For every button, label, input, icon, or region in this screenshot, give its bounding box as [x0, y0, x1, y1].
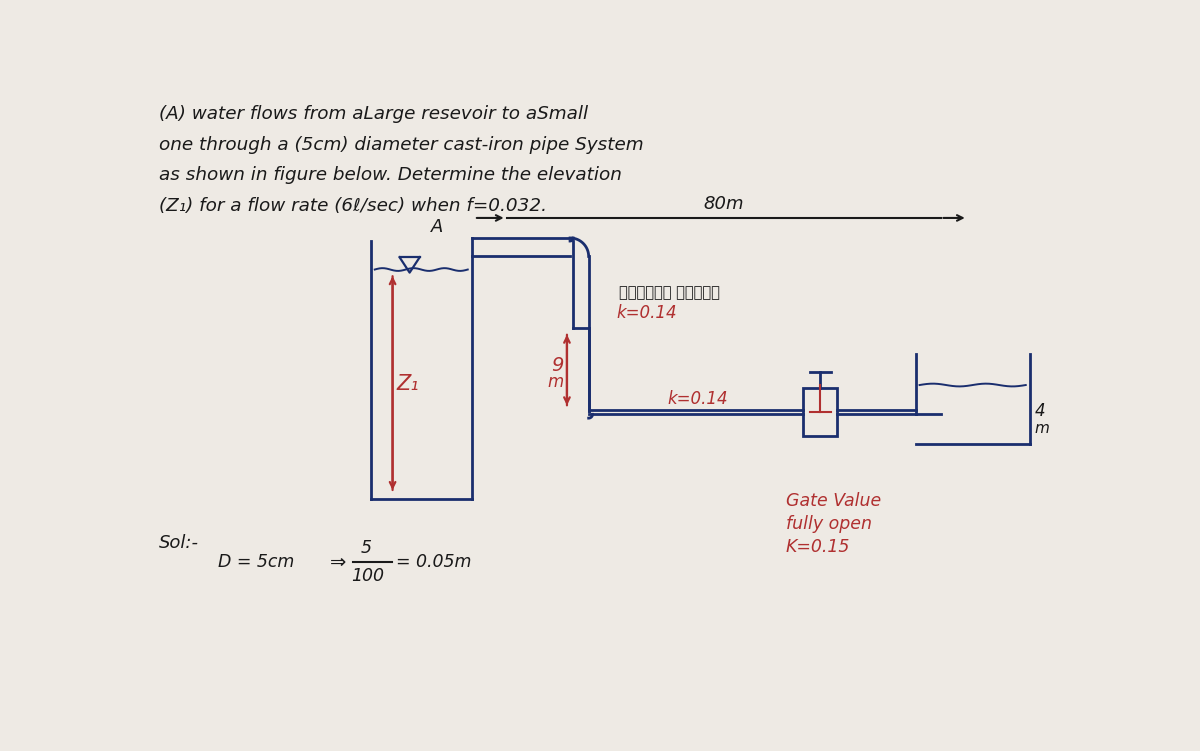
Bar	[803, 388, 838, 436]
Text: A: A	[431, 219, 443, 237]
Text: 5: 5	[361, 539, 372, 557]
Text: Gate Value: Gate Value	[786, 492, 881, 509]
Text: ⇒: ⇒	[330, 553, 346, 572]
Text: m: m	[547, 373, 564, 391]
Text: D = 5cm: D = 5cm	[218, 553, 294, 571]
Text: = 0.05m: = 0.05m	[396, 553, 472, 571]
Text: m: m	[1034, 421, 1049, 436]
Text: k=0.14: k=0.14	[617, 303, 677, 321]
Text: (A) water flows from aLarge resevoir to aSmall: (A) water flows from aLarge resevoir to …	[160, 104, 588, 122]
Text: k=0.14: k=0.14	[667, 390, 728, 408]
Text: one through a (5cm) diameter cast-iron pipe System: one through a (5cm) diameter cast-iron p…	[160, 135, 644, 153]
Text: 4: 4	[1034, 402, 1045, 420]
Text: 100: 100	[352, 567, 384, 585]
Text: fully open: fully open	[786, 514, 871, 532]
Text: (Z₁) for a flow rate (6ℓ/sec) when f=0.032.: (Z₁) for a flow rate (6ℓ/sec) when f=0.0…	[160, 198, 547, 215]
Text: Sol:-: Sol:-	[160, 534, 199, 552]
Text: 80m: 80m	[703, 195, 744, 213]
Text: 9: 9	[552, 356, 564, 375]
Text: فوانات ثانية: فوانات ثانية	[619, 285, 720, 300]
Text: as shown in figure below. Determine the elevation: as shown in figure below. Determine the …	[160, 167, 622, 184]
Text: K=0.15: K=0.15	[786, 538, 850, 556]
Text: Z₁: Z₁	[396, 374, 419, 394]
